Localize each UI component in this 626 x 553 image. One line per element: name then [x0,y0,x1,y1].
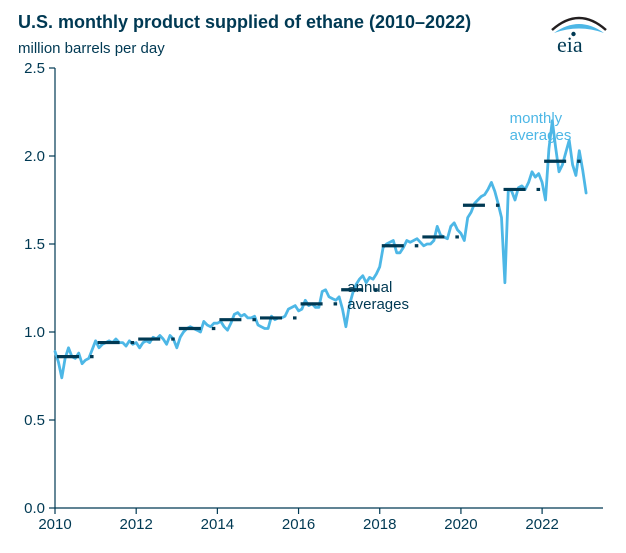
monthly-line [55,121,586,378]
y-tick-label: 1.0 [24,324,45,341]
y-tick-label: 0.5 [24,412,45,429]
y-tick-label: 2.5 [24,60,45,77]
x-tick-label: 2010 [30,516,80,533]
y-tick-label: 2.0 [24,148,45,165]
chart-annotation: monthlyaverages [510,110,572,145]
y-tick-label: 1.5 [24,236,45,253]
x-tick-label: 2020 [436,516,486,533]
chart-annotation: annualaverages [347,279,409,314]
x-tick-label: 2012 [111,516,161,533]
x-tick-label: 2016 [274,516,324,533]
x-tick-label: 2022 [517,516,567,533]
chart-canvas [0,0,626,553]
x-tick-label: 2018 [355,516,405,533]
y-tick-label: 0.0 [24,500,45,517]
x-tick-label: 2014 [192,516,242,533]
